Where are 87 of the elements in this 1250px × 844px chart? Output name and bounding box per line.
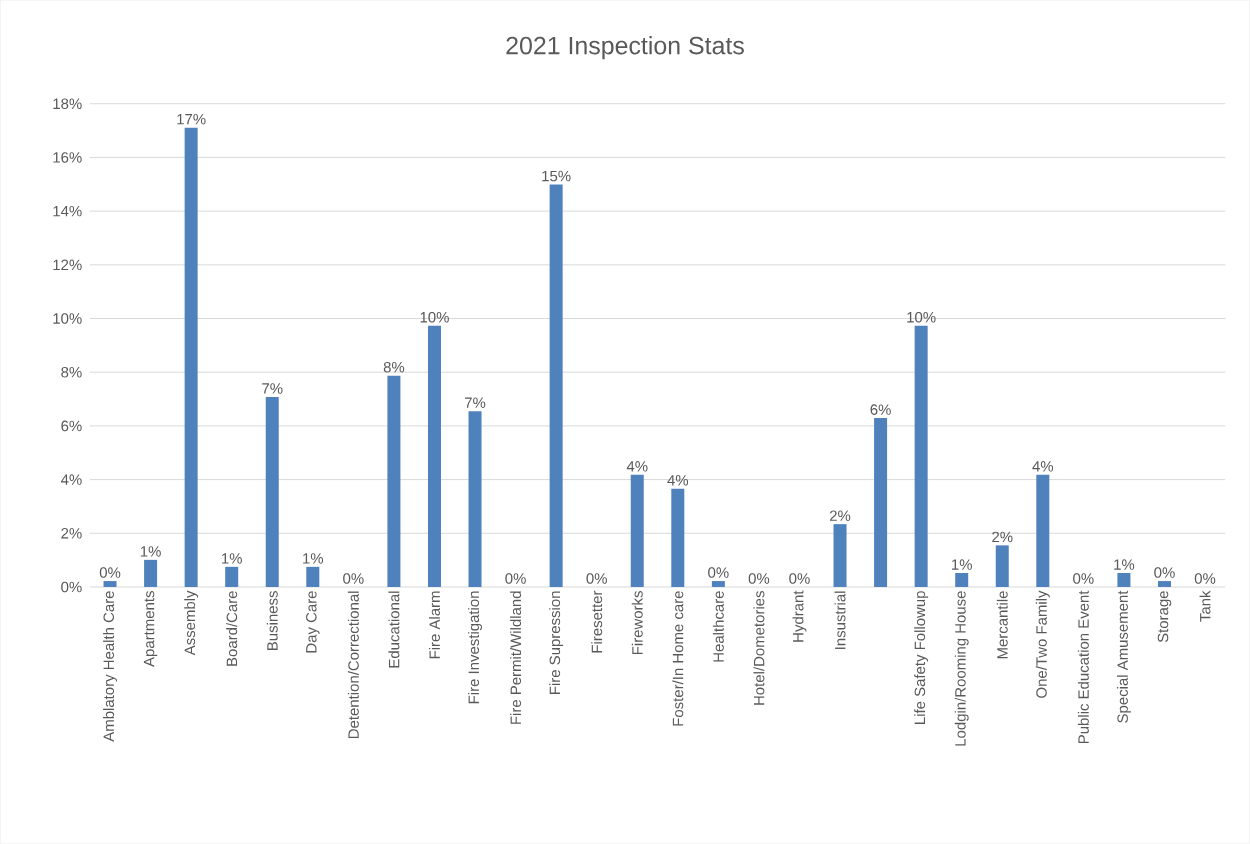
- bar: [265, 396, 279, 588]
- y-tick-label: 0%: [61, 581, 82, 593]
- y-tick-label: 2%: [61, 528, 82, 539]
- data-label: 0%: [708, 567, 729, 578]
- bar: [874, 418, 888, 588]
- bar: [833, 524, 847, 588]
- bar: [549, 184, 563, 588]
- y-tick-label: 10%: [53, 313, 82, 324]
- x-tick-label: Mercantile: [996, 591, 1008, 659]
- x-tick-label: Fire Investigation: [468, 591, 482, 704]
- x-tick-label: Healthcare: [712, 591, 724, 662]
- x-tick-label: Life Safety Followup: [914, 591, 929, 724]
- bar: [184, 127, 198, 588]
- bar: [387, 375, 401, 588]
- data-label: 2%: [992, 531, 1013, 543]
- x-tick-label: Assembly: [184, 590, 199, 656]
- x-tick-label: Detention/Correctional: [347, 591, 359, 739]
- x-tick-label: Tank: [1199, 590, 1211, 622]
- bar: [1117, 573, 1131, 588]
- x-tick-label: Foster/In Home care: [672, 591, 684, 726]
- x-tick-label: Apartments: [143, 591, 158, 668]
- data-label: 0%: [99, 567, 121, 578]
- bar: [103, 581, 117, 588]
- x-tick-label: Lodgin/Rooming House: [954, 591, 969, 746]
- bar: [306, 566, 320, 588]
- y-tick-label: 14%: [53, 205, 82, 217]
- bar: [630, 474, 644, 588]
- y-tick-label: 12%: [53, 259, 82, 271]
- data-label: 15%: [542, 170, 571, 182]
- data-label: 0%: [343, 573, 364, 584]
- data-label: 0%: [1073, 573, 1094, 584]
- x-tick-label: Firesetter: [591, 590, 603, 653]
- data-label: 0%: [789, 573, 810, 584]
- x-tick-label: Amblatory Health Care: [103, 591, 117, 742]
- data-label: 10%: [420, 312, 449, 323]
- data-label: 0%: [1194, 573, 1216, 584]
- bar: [914, 325, 928, 588]
- x-tick-label: Fire Alarm: [428, 591, 440, 659]
- bar: [468, 411, 482, 588]
- data-label: 0%: [505, 573, 526, 584]
- data-label: 1%: [952, 559, 972, 570]
- data-label: 0%: [1154, 567, 1175, 578]
- x-tick-label: Insustrial: [834, 591, 846, 650]
- data-label: 0%: [748, 573, 770, 584]
- y-tick-label: 18%: [53, 98, 82, 110]
- data-label: 2%: [829, 510, 851, 522]
- x-tick-label: One/Two Family: [1035, 590, 1050, 698]
- x-tick-label: Board/Care: [226, 591, 238, 666]
- x-tick-label: Special Amusement: [1116, 590, 1131, 723]
- bar: [955, 573, 969, 588]
- x-tick-label: Fire Supression: [549, 591, 564, 695]
- data-label: 10%: [907, 312, 936, 323]
- x-tick-label: Hydrant: [792, 590, 807, 642]
- x-tick-label: Business: [266, 591, 278, 651]
- data-label: 8%: [383, 361, 405, 373]
- x-tick-label: Educational: [388, 591, 400, 668]
- x-tick-label: Storage: [1157, 591, 1172, 643]
- y-tick-label: 8%: [61, 367, 82, 378]
- data-label: 1%: [222, 553, 242, 564]
- bar: [995, 545, 1009, 588]
- bar: [427, 325, 441, 588]
- x-tick-label: Fire Permit/Wildland: [510, 591, 522, 724]
- x-tick-label: Fireworks: [631, 591, 643, 655]
- data-label: 6%: [870, 404, 891, 415]
- data-label: 7%: [262, 383, 283, 394]
- x-tick-label: Public Education Event: [1077, 590, 1089, 744]
- y-tick-label: 6%: [61, 420, 82, 432]
- data-label: 4%: [667, 475, 689, 486]
- x-tick-label: Day Care: [306, 591, 320, 653]
- data-label: 4%: [626, 461, 648, 472]
- bar: [711, 581, 725, 588]
- data-label: 1%: [1114, 559, 1135, 570]
- data-label: 4%: [1032, 461, 1054, 472]
- data-label: 1%: [140, 546, 161, 557]
- data-label: 0%: [586, 573, 607, 584]
- bar: [1157, 581, 1171, 588]
- bar: [671, 488, 685, 588]
- chart-title: 2021 Inspection Stats: [506, 36, 744, 60]
- y-tick-label: 4%: [60, 474, 82, 485]
- bar: [225, 566, 239, 588]
- y-tick-label: 16%: [53, 152, 82, 163]
- data-label: 17%: [177, 114, 206, 125]
- x-tick-label: Hotel/Dometories: [753, 591, 765, 705]
- bar: [1036, 474, 1050, 588]
- bar: [144, 559, 158, 588]
- data-label: 7%: [464, 397, 486, 409]
- data-label: 1%: [303, 553, 324, 564]
